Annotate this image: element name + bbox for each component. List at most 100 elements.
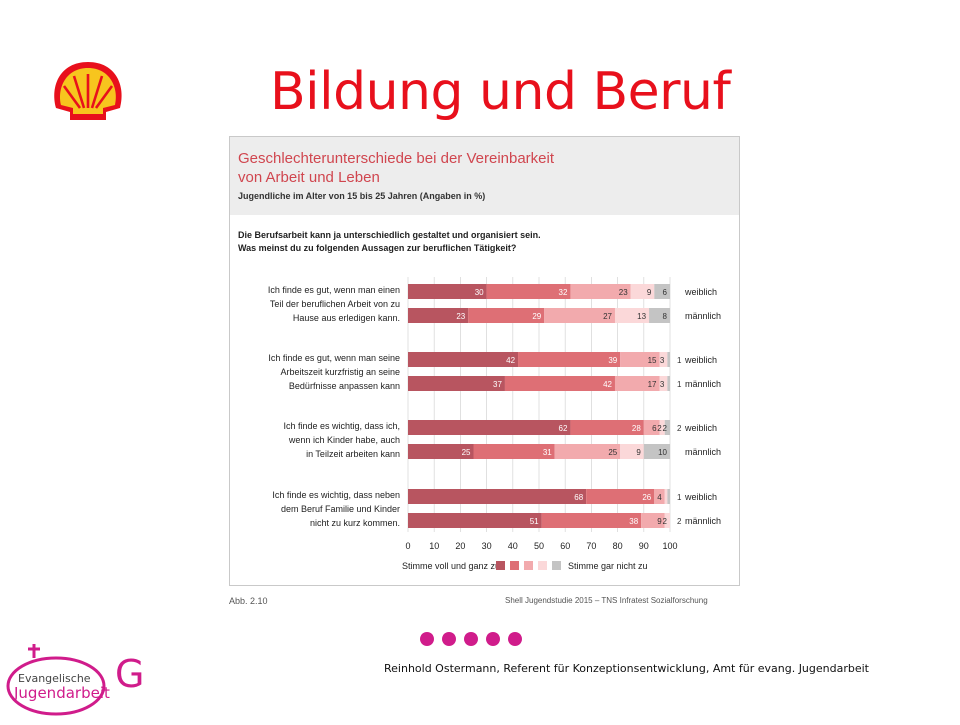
legend-swatch [510, 561, 519, 570]
bar-segment [554, 444, 621, 459]
bar-segment [643, 420, 660, 435]
x-tick-label: 80 [613, 541, 623, 551]
gender-label: männlich [685, 379, 721, 389]
data-label: 2 [663, 424, 668, 433]
data-label: 6 [663, 288, 668, 297]
dot-icon [420, 632, 434, 646]
data-label: 30 [475, 288, 484, 297]
x-tick-label: 30 [482, 541, 492, 551]
data-label: 38 [629, 517, 638, 526]
bar-segment [408, 284, 487, 299]
bar-segment [408, 489, 587, 504]
bar-segment [664, 420, 670, 435]
x-tick-label: 60 [560, 541, 570, 551]
question-label-line: Hause aus erledigen kann. [293, 313, 400, 323]
outside-value-label: 2 [677, 424, 682, 433]
bar-segment [641, 513, 665, 528]
x-tick-label: 40 [508, 541, 518, 551]
data-label: 23 [456, 312, 465, 321]
data-label: 9 [647, 288, 652, 297]
data-label: 27 [603, 312, 612, 321]
legend-right-label: Stimme gar nicht zu [568, 561, 648, 571]
bar-segment [408, 444, 474, 459]
x-tick-label: 70 [586, 541, 596, 551]
chart-figure: Geschlechterunterschiede bei der Vereinb… [229, 136, 740, 586]
gender-label: weiblich [684, 423, 717, 433]
outside-value-label: 1 [677, 493, 682, 502]
data-label: 26 [642, 493, 651, 502]
bar-segment [473, 444, 555, 459]
x-tick-label: 20 [455, 541, 465, 551]
bar-segment [614, 308, 650, 323]
chart-subtitle: Jugendliche im Alter von 15 bis 25 Jahre… [238, 191, 485, 201]
bar-segment [408, 352, 519, 367]
org-logo-line1: Evangelische [18, 672, 91, 685]
gender-label: weiblich [684, 287, 717, 297]
bar-segment [654, 489, 665, 504]
outside-value-label: 2 [677, 517, 682, 526]
question-label-line: Ich finde es wichtig, dass neben [272, 490, 400, 500]
bar-segment [586, 489, 655, 504]
question-label-line: Ich finde es wichtig, dass ich, [283, 421, 400, 431]
footer-credit: Reinhold Ostermann, Referent für Konzept… [384, 662, 869, 675]
question-label-line: dem Beruf Familie und Kinder [281, 504, 400, 514]
bar-segment [408, 420, 571, 435]
figure-caption: Abb. 2.10 [229, 596, 268, 606]
legend-swatch [552, 561, 561, 570]
bar-segment [630, 284, 655, 299]
data-label: 4 [657, 493, 662, 502]
bar-segment [664, 513, 670, 528]
decorative-dots [420, 632, 522, 646]
bar-segment [620, 444, 644, 459]
dot-icon [486, 632, 500, 646]
bar-segment [570, 420, 644, 435]
gender-label: männlich [685, 311, 721, 321]
data-label: 2 [657, 424, 662, 433]
data-label: 25 [462, 448, 471, 457]
data-label: 29 [532, 312, 541, 321]
data-label: 13 [637, 312, 646, 321]
x-tick-label: 10 [429, 541, 439, 551]
data-label: 8 [663, 312, 668, 321]
data-label: 31 [543, 448, 552, 457]
dot-icon [508, 632, 522, 646]
question-label-line: Ich finde es gut, wenn man seine [268, 353, 400, 363]
bar-segment [664, 489, 668, 504]
question-label-line: Teil der beruflichen Arbeit von zu [270, 299, 400, 309]
slide-title: Bildung und Beruf [270, 62, 731, 122]
question-label-line: in Teilzeit arbeiten kann [306, 449, 400, 459]
x-tick-label: 50 [534, 541, 544, 551]
data-label: 9 [636, 448, 641, 457]
data-label: 42 [603, 380, 612, 389]
data-label: 32 [559, 288, 568, 297]
gender-label: männlich [685, 516, 721, 526]
bar-segment [468, 308, 545, 323]
question-label-line: Arbeitszeit kurzfristig an seine [280, 367, 400, 377]
bar-segment [643, 444, 670, 459]
data-label: 68 [574, 493, 583, 502]
bar-segment [659, 420, 665, 435]
bar-segment [570, 284, 631, 299]
bar-segment [620, 352, 660, 367]
gender-label: männlich [685, 447, 721, 457]
bar-segment [667, 376, 670, 391]
data-label: 25 [608, 448, 617, 457]
question-label-line: Bedürfnisse anpassen kann [289, 381, 400, 391]
legend-swatch [524, 561, 533, 570]
bar-segment [408, 513, 542, 528]
bar-segment [649, 308, 670, 323]
bar-segment [614, 376, 660, 391]
data-label: 23 [619, 288, 628, 297]
question-label-line: wenn ich Kinder habe, auch [288, 435, 400, 445]
bar-segment [659, 376, 668, 391]
x-tick-label: 100 [662, 541, 677, 551]
outside-value-label: 1 [677, 380, 682, 389]
shell-logo [48, 56, 128, 126]
legend-left-label: Stimme voll und ganz zu [402, 561, 500, 571]
data-label: 42 [506, 356, 515, 365]
data-label: 28 [632, 424, 641, 433]
g-logo-letter: G [115, 652, 145, 696]
bar-segment [667, 489, 670, 504]
bar-segment [654, 284, 670, 299]
bar-segment [408, 308, 469, 323]
